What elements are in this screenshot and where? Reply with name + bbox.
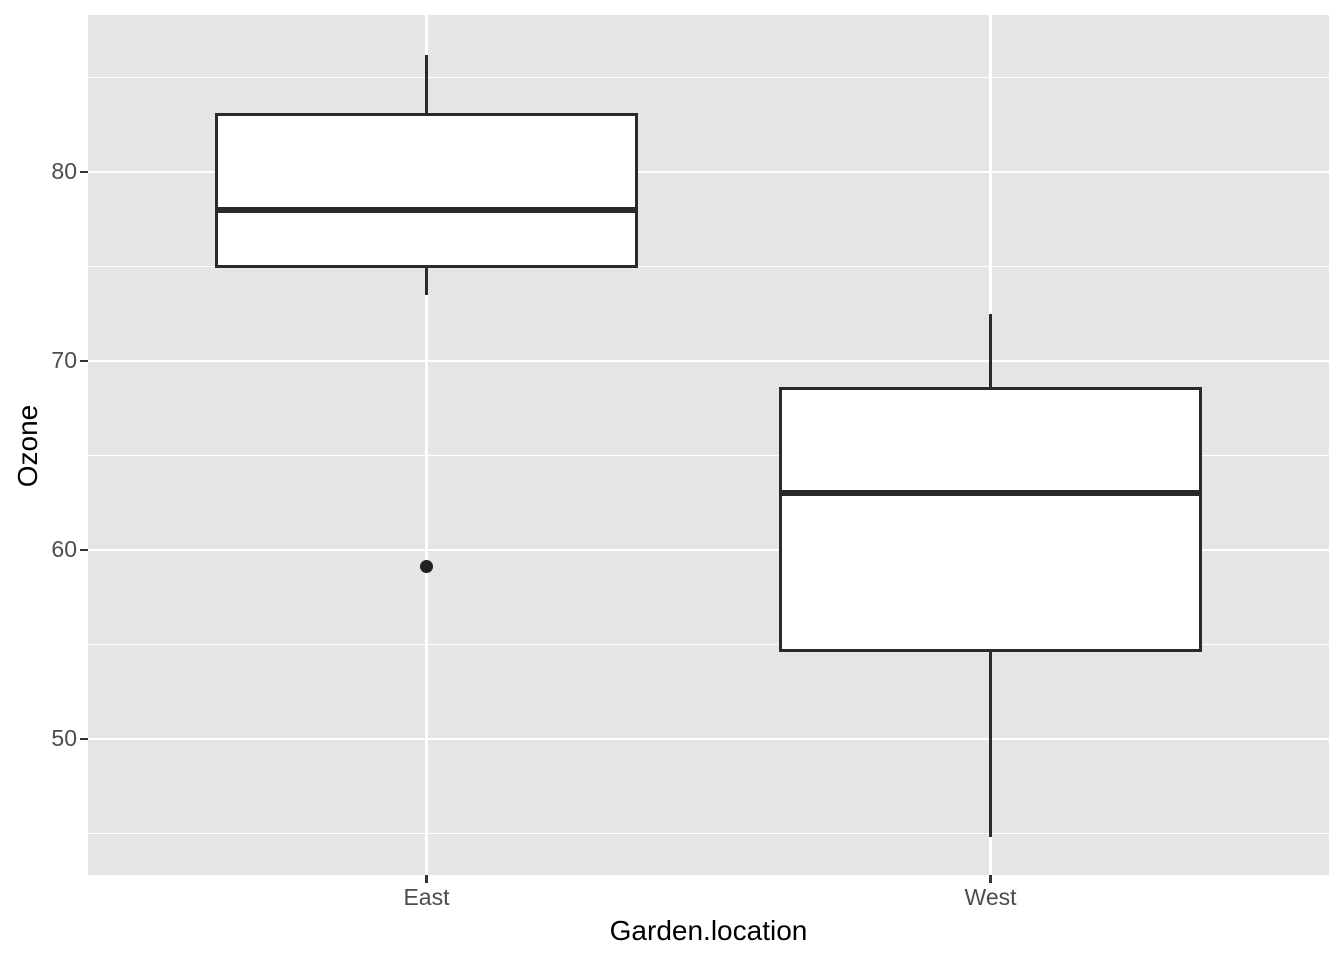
whisker-upper-east — [424, 54, 428, 114]
y-axis-tick-mark — [80, 548, 88, 552]
whisker-lower-west — [989, 651, 993, 838]
y-axis-tick-mark — [80, 737, 88, 741]
gridline-major-horizontal — [88, 737, 1329, 741]
y-axis-tick-mark — [80, 359, 88, 363]
y-axis-tick-label: 70 — [51, 347, 77, 374]
box-east — [214, 113, 638, 269]
x-axis-tick-mark — [989, 875, 992, 883]
x-axis-category-label: West — [964, 884, 1017, 910]
gridline-major-vertical — [425, 15, 428, 875]
gridline-minor-horizontal — [88, 643, 1329, 646]
x-axis-tick-mark — [425, 875, 428, 883]
gridline-minor-horizontal — [88, 76, 1329, 79]
y-axis-tick-label: 50 — [51, 725, 77, 752]
gridline-major-horizontal — [88, 170, 1329, 174]
gridline-minor-horizontal — [88, 454, 1329, 457]
median-line-west — [779, 490, 1203, 497]
plot-panel — [88, 15, 1329, 875]
y-axis-tick-mark — [80, 170, 88, 174]
box-west — [779, 387, 1203, 652]
gridline-major-horizontal — [88, 548, 1329, 552]
whisker-lower-east — [424, 268, 428, 295]
gridline-major-horizontal — [88, 359, 1329, 363]
x-axis-title: Garden.location — [609, 915, 808, 946]
x-axis-category-label: East — [403, 884, 450, 910]
gridline-minor-horizontal — [88, 265, 1329, 268]
median-line-east — [214, 206, 638, 213]
outlier-point-east — [419, 560, 433, 574]
gridline-minor-horizontal — [88, 832, 1329, 835]
y-axis-tick-label: 80 — [51, 158, 77, 185]
whisker-upper-west — [989, 313, 993, 388]
y-axis-tick-label: 60 — [51, 536, 77, 563]
